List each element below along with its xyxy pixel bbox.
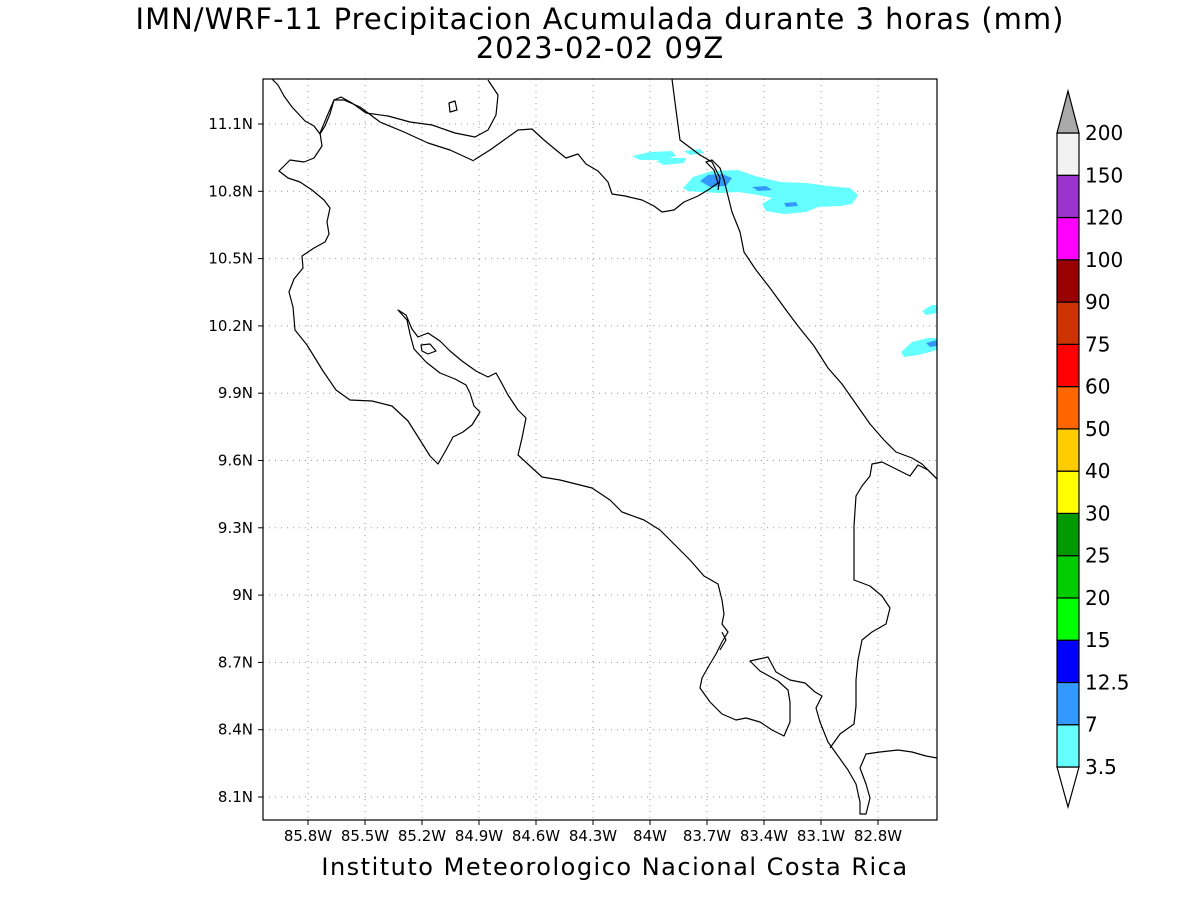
colorbar-segment [1056,555,1080,599]
lon-tick-label: 85.8W [284,827,332,845]
lon-tick-label: 83.4W [740,827,788,845]
lon-tick-label: 85.2W [398,827,446,845]
coastline-and-borders [271,79,937,815]
colorbar-label: 100 [1085,248,1123,272]
river-border-nicaragua [671,79,721,191]
colorbar-label: 20 [1085,586,1110,610]
colorbar-segment [1056,597,1080,641]
colorbar-segment [1056,639,1080,684]
lon-tick-label: 82.8W [854,827,902,845]
panama-border [829,461,937,749]
lon-tick-label: 84W [633,827,667,845]
colorbar-segment [1056,301,1080,345]
lat-tick-label: 10.8N [208,182,253,200]
lat-tick-label: 9.6N [218,452,253,470]
colorbar-segment [1056,428,1080,472]
precip-area-east [922,305,937,315]
colorbar-min-arrow [1056,766,1080,810]
longitude-axis: 85.8W 85.5W 85.2W 84.9W 84.6W 84.3W 84W 83.7W 83… [284,820,902,845]
precip-area-moderate [926,340,937,347]
colorbar-segment [1056,470,1080,514]
colorbar-label: 200 [1085,121,1123,145]
precip-area-moderate [784,202,798,207]
colorbar-legend: 3.5 7 12.5 15 20 25 30 40 50 60 75 90 100 120 150 200 [1056,88,1130,810]
colorbar-label: 12.5 [1085,670,1130,694]
colorbar-segment [1056,681,1080,726]
caribbean-coast [473,128,937,480]
nicoya-gulf-island [420,343,437,355]
pacific-coast-northwest [278,99,937,815]
precip-area-caribbean-coast [684,149,704,155]
footer-credit: Instituto Meteorologico Nacional Costa R… [321,853,909,881]
lat-tick-label: 8.1N [218,788,253,806]
colorbar-label: 40 [1085,459,1110,483]
colorbar-segment [1056,724,1080,768]
latitude-axis: 11.1N 10.8N 10.5N 10.2N 9.9N 9.6N 9.3N 9N 8.7N 8.… [208,115,263,806]
colorbar-segment [1056,343,1080,388]
nicaragua-lake-shore [271,79,499,138]
colorbar-segment [1056,174,1080,219]
map-frame [262,78,938,821]
precip-area-east [901,338,937,357]
map-gridlines [263,79,937,820]
precip-area-caribbean-coast [656,158,686,165]
lon-tick-label: 84.3W [569,827,617,845]
precipitation-field [632,149,937,357]
colorbar-segment [1056,259,1080,303]
colorbar-label: 60 [1085,375,1110,399]
lat-tick-label: 9.9N [218,384,253,402]
lat-tick-label: 11.1N [208,115,253,133]
colorbar-segment [1056,216,1080,261]
colorbar-max-arrow [1056,88,1080,134]
map-title: IMN/WRF-11 Precipitacion Acumulada duran… [135,2,1065,36]
lat-tick-label: 9N [232,586,253,604]
osa-detail [719,631,727,651]
colorbar-label: 3.5 [1085,755,1117,779]
lat-tick-label: 8.4N [218,721,253,739]
colorbar-label: 15 [1085,628,1110,652]
precip-area-moderate [752,186,772,191]
lake-island [448,100,458,113]
colorbar-segment [1056,386,1080,430]
colorbar-label: 75 [1085,332,1110,356]
colorbar-label: 150 [1085,163,1123,187]
colorbar-label: 120 [1085,206,1123,230]
colorbar-label: 50 [1085,417,1110,441]
lat-tick-label: 10.5N [208,250,253,268]
lon-tick-label: 84.6W [512,827,560,845]
precip-area-caribbean-coast [632,151,676,160]
colorbar-label: 25 [1085,544,1110,568]
lon-tick-label: 84.9W [455,827,503,845]
lat-tick-label: 10.2N [208,317,253,335]
lon-tick-label: 85.5W [341,827,389,845]
lat-tick-label: 9.3N [218,519,253,537]
lon-tick-label: 83.7W [683,827,731,845]
precip-area-moderate [700,174,732,187]
colorbar-label: 30 [1085,501,1110,525]
colorbar-segment [1056,132,1080,176]
colorbar-label: 90 [1085,290,1110,314]
colorbar-segment [1056,512,1080,557]
lat-tick-label: 8.7N [218,653,253,671]
lon-tick-label: 83.1W [797,827,845,845]
map-valid-time: 2023-02-02 09Z [475,31,725,65]
colorbar-label: 7 [1085,713,1098,737]
